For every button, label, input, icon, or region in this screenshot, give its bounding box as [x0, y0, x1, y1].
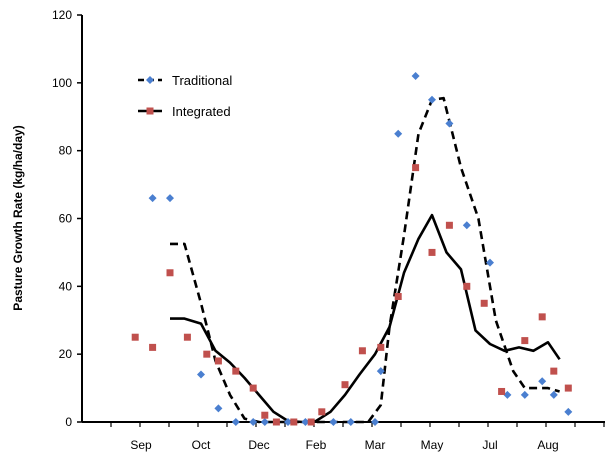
y-tick-label: 20 — [59, 347, 73, 361]
point-integrated — [428, 248, 436, 256]
point-integrated — [203, 350, 211, 358]
point-integrated — [272, 418, 280, 426]
point-traditional — [371, 418, 379, 426]
y-tick-label: 80 — [59, 144, 73, 158]
legend-label-integrated: Integrated — [172, 104, 231, 119]
y-tick-label: 100 — [52, 76, 72, 90]
point-traditional — [564, 407, 573, 416]
x-tick-label: Oct — [192, 438, 211, 452]
y-axis-title: Pasture Growth Rate (kg/ha/day) — [11, 125, 25, 310]
point-traditional — [346, 418, 355, 426]
point-traditional — [445, 119, 454, 128]
point-integrated — [564, 384, 572, 392]
legend-marker-integrated — [146, 107, 154, 115]
point-integrated — [412, 164, 420, 172]
point-traditional — [538, 377, 547, 386]
data-points-layer — [131, 72, 573, 426]
point-traditional — [214, 404, 223, 413]
legend-label-traditional: Traditional — [172, 73, 232, 88]
point-traditional — [148, 194, 157, 203]
point-traditional — [260, 418, 269, 426]
point-integrated — [183, 333, 191, 341]
point-traditional — [284, 418, 292, 426]
point-integrated — [463, 282, 471, 290]
point-traditional — [197, 370, 205, 379]
x-tick-label: May — [421, 438, 444, 452]
point-integrated — [166, 269, 174, 277]
x-tick-label: Sep — [130, 438, 152, 452]
point-integrated — [377, 343, 385, 351]
point-integrated — [232, 367, 240, 375]
point-traditional — [231, 418, 240, 426]
point-traditional — [249, 418, 258, 426]
y-tick-label: 40 — [59, 279, 73, 293]
point-integrated — [445, 221, 453, 229]
point-integrated — [261, 411, 269, 419]
point-traditional — [503, 390, 512, 399]
x-tick-label: Dec — [248, 438, 269, 452]
legend: Traditional Integrated — [138, 73, 232, 119]
point-integrated — [341, 381, 349, 389]
point-integrated — [538, 313, 546, 321]
y-tick-label: 60 — [59, 212, 73, 226]
point-traditional — [520, 390, 529, 399]
trend-lines-layer — [170, 96, 561, 424]
point-integrated — [214, 357, 222, 365]
point-integrated — [358, 347, 366, 355]
point-integrated — [550, 367, 558, 375]
point-traditional — [462, 221, 471, 230]
x-tick-label: Aug — [537, 438, 558, 452]
point-traditional — [428, 95, 436, 104]
legend-marker-traditional — [146, 76, 154, 84]
y-tick-label: 120 — [52, 8, 72, 22]
trend-line-traditional — [170, 96, 560, 424]
point-integrated — [131, 333, 139, 341]
x-tick-label: Feb — [306, 438, 327, 452]
point-integrated — [318, 408, 326, 416]
point-integrated — [394, 293, 402, 301]
y-tick-label: 0 — [65, 415, 72, 429]
point-integrated — [249, 384, 257, 392]
point-traditional — [394, 129, 403, 138]
point-traditional — [486, 258, 494, 267]
axes-layer: 0 20 40 60 80 100 120 Sep Oct Dec Feb Mar May Jul Aug — [52, 8, 605, 452]
point-traditional — [549, 390, 558, 399]
point-integrated — [290, 418, 298, 426]
point-traditional — [411, 72, 420, 81]
point-traditional — [301, 418, 310, 426]
point-integrated — [521, 337, 529, 345]
x-tick-label: Mar — [365, 438, 386, 452]
point-integrated — [480, 299, 488, 307]
point-traditional — [376, 367, 385, 376]
point-traditional — [329, 418, 338, 426]
point-integrated — [307, 418, 315, 426]
point-traditional — [166, 194, 174, 203]
point-integrated — [149, 343, 157, 351]
point-integrated — [498, 387, 506, 395]
x-tick-label: Jul — [482, 438, 497, 452]
